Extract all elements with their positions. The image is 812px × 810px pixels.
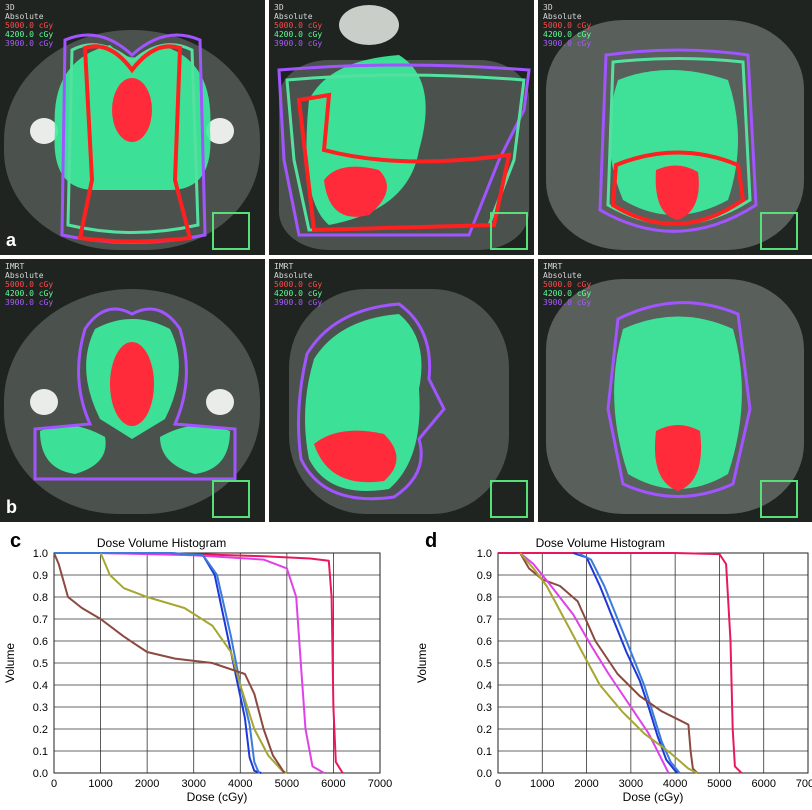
- y-tick-label: 0.4: [33, 680, 48, 692]
- y-tick-label: 0.7: [33, 614, 48, 626]
- x-tick-label: 5000: [275, 778, 299, 790]
- plot-frame: [53, 552, 381, 774]
- x-tick-label: 3000: [619, 778, 643, 790]
- chart-title: Dose Volume Histogram: [97, 536, 226, 550]
- x-tick-label: 6000: [751, 778, 775, 790]
- x-tick-label: 5000: [707, 778, 731, 790]
- ct-panel-b-sagittal: IMRT Absolute 5000.0 cGy 4200.0 cGy 3900…: [269, 259, 534, 522]
- y-tick-label: 1.0: [477, 548, 492, 560]
- chart-title: Dose Volume Histogram: [536, 536, 665, 550]
- x-tick-label: 7000: [368, 778, 392, 790]
- x-tick-label: 4000: [663, 778, 687, 790]
- chart-label-d: d: [425, 530, 438, 552]
- x-tick-label: 7000: [796, 778, 812, 790]
- x-tick-label: 4000: [228, 778, 252, 790]
- dvh-curve: [572, 552, 681, 774]
- mode-text-a1: 3D Absolute 5000.0 cGy 4200.0 cGy 3900.0…: [5, 3, 54, 48]
- y-tick-label: 1.0: [33, 548, 48, 560]
- dose-overlay-a2: [277, 55, 531, 250]
- y-tick-label: 0.5: [33, 658, 48, 670]
- y-tick-label: 0.2: [33, 724, 48, 736]
- y-tick-label: 0.7: [477, 614, 492, 626]
- y-tick-label: 0.1: [477, 746, 492, 758]
- dose-overlay-a3: [598, 48, 798, 250]
- ct-panel-a-sagittal: 3D Absolute 5000.0 cGy 4200.0 cGy 3900.0…: [269, 0, 534, 255]
- panel-label-a: a: [6, 230, 17, 250]
- dvh-curve: [519, 552, 699, 774]
- x-tick-label: 1000: [530, 778, 554, 790]
- dose-overlay-b1: [33, 307, 250, 518]
- mode-text-b2: IMRT Absolute 5000.0 cGy 4200.0 cGy 3900…: [274, 262, 323, 307]
- y-tick-label: 0.3: [33, 702, 48, 714]
- dvh-curve: [54, 552, 260, 774]
- y-tick-label: 0.4: [477, 680, 492, 692]
- ct-panel-b-axial: IMRT Absolute 5000.0 cGy 4200.0 cGy 3900…: [0, 259, 265, 522]
- x-tick-label: 6000: [321, 778, 345, 790]
- x-tick-label: 3000: [181, 778, 205, 790]
- mode-text-a3: 3D Absolute 5000.0 cGy 4200.0 cGy 3900.0…: [543, 3, 592, 48]
- dose-overlay-a1: [54, 33, 250, 250]
- x-tick-label: 2000: [135, 778, 159, 790]
- y-axis-label: Volume: [415, 643, 429, 683]
- dvh-curve: [519, 552, 670, 774]
- y-tick-label: 0.1: [33, 746, 48, 758]
- panel-label-b: b: [6, 497, 17, 517]
- dose-overlay-b3: [606, 301, 798, 518]
- dvh-curve: [54, 552, 325, 774]
- y-tick-label: 0.0: [477, 768, 492, 780]
- mode-text-b3: IMRT Absolute 5000.0 cGy 4200.0 cGy 3900…: [543, 262, 592, 307]
- mode-text-a2: 3D Absolute 5000.0 cGy 4200.0 cGy 3900.0…: [274, 3, 323, 48]
- mode-text-b1: IMRT Absolute 5000.0 cGy 4200.0 cGy 3900…: [5, 262, 54, 307]
- y-tick-label: 0.8: [33, 592, 48, 604]
- y-tick-label: 0.2: [477, 724, 492, 736]
- y-tick-label: 0.9: [477, 570, 492, 582]
- dvh-curve: [498, 552, 743, 774]
- dvh-curve: [577, 552, 681, 774]
- y-axis-label: Volume: [3, 643, 17, 683]
- y-tick-label: 0.6: [33, 636, 48, 648]
- y-tick-label: 0.3: [477, 702, 492, 714]
- x-axis-label: Dose (cGy): [623, 790, 684, 804]
- x-tick-label: 2000: [574, 778, 598, 790]
- y-tick-label: 0.0: [33, 768, 48, 780]
- dvh-curve: [99, 552, 288, 774]
- dvh-curve: [519, 552, 698, 774]
- dose-overlay-b2: [297, 302, 528, 518]
- ct-panel-a-coronal: 3D Absolute 5000.0 cGy 4200.0 cGy 3900.0…: [538, 0, 812, 255]
- x-tick-label: 0: [51, 778, 57, 790]
- x-tick-label: 1000: [88, 778, 112, 790]
- dvh-chart-c: 0 1000 2000 3000 4000 5000 6000 7000 0.0 0.1 0.2 0.…: [3, 536, 392, 804]
- dvh-curve: [53, 552, 286, 774]
- x-axis-label: Dose (cGy): [187, 790, 248, 804]
- x-tick-label: 0: [495, 778, 501, 790]
- ct-panel-a-axial: 3D Absolute 5000.0 cGy 4200.0 cGy 3900.0…: [0, 0, 265, 255]
- chart-label-c: c: [10, 530, 22, 552]
- y-tick-label: 0.6: [477, 636, 492, 648]
- y-tick-label: 0.5: [477, 658, 492, 670]
- y-tick-label: 0.9: [33, 570, 48, 582]
- ct-panel-b-coronal: IMRT Absolute 5000.0 cGy 4200.0 cGy 3900…: [538, 259, 812, 522]
- dvh-chart-d: 0 1000 2000 3000 4000 5000 6000 7000 0.0 0.1 0.2 0.…: [415, 536, 812, 804]
- y-tick-label: 0.8: [477, 592, 492, 604]
